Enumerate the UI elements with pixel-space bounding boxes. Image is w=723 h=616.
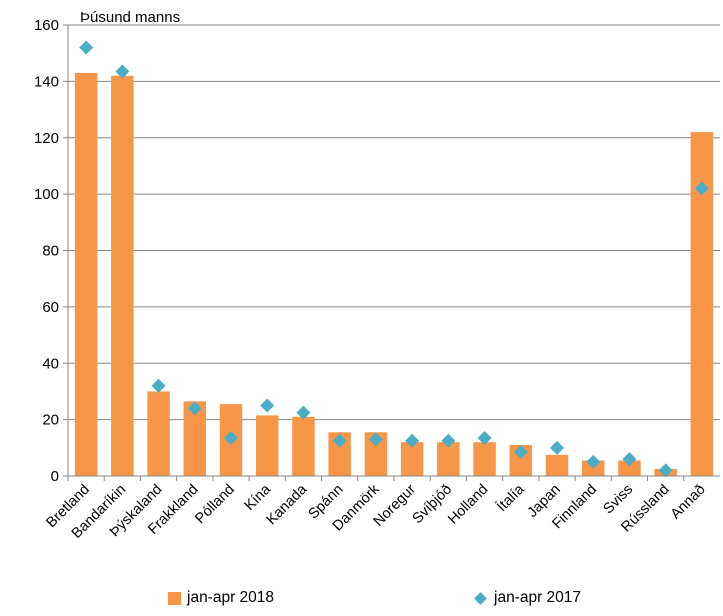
y-tick-label: 80: [42, 243, 59, 260]
bars-2018: [74, 72, 714, 477]
marker-point: [586, 454, 601, 469]
bar: [690, 132, 714, 477]
marker-point: [332, 433, 347, 448]
marker-point: [260, 398, 275, 413]
y-tick-label: 0: [51, 468, 59, 485]
marker-point: [368, 432, 383, 447]
x-category-label: Ítalía: [493, 480, 528, 515]
bar: [292, 416, 315, 476]
gridlines: [68, 24, 720, 421]
y-tick-label: 140: [34, 73, 59, 90]
legend-swatch-bar: [168, 591, 181, 605]
x-category-label: Annað: [668, 482, 709, 523]
y-tick-label: 160: [34, 17, 59, 34]
markers-2017: [79, 40, 709, 478]
marker-point: [513, 445, 528, 460]
bar: [437, 442, 460, 476]
bar: [618, 460, 641, 476]
bar: [328, 432, 351, 476]
bar: [183, 401, 207, 476]
marker-point: [622, 452, 637, 467]
marker-point: [694, 181, 709, 196]
marker-point: [224, 430, 238, 445]
legend-item-2017: jan-apr 2017: [474, 586, 581, 610]
x-category-label: Kanada: [264, 481, 311, 528]
bar: [74, 72, 98, 476]
bar: [400, 442, 424, 476]
bar-chart: 0 20 40 60 80 100 120 140 160 BretlandBandaríkin…: [34, 9, 720, 542]
bar: [545, 454, 569, 476]
x-category-label: Kína: [242, 481, 275, 514]
y-tick-label: 100: [34, 186, 59, 203]
bar: [255, 415, 279, 476]
x-category-labels: BretlandBandaríkinÞýskalandFrakklandPóll…: [43, 476, 709, 542]
y-tick-label: 120: [34, 130, 59, 147]
marker-point: [115, 64, 130, 79]
legend-label-2017: jan-apr 2017: [494, 589, 582, 606]
marker-point: [550, 440, 564, 455]
bar: [364, 432, 388, 476]
legend-label-2018: jan-apr 2018: [187, 589, 275, 606]
marker-point: [441, 433, 456, 448]
y-tick-label: 40: [42, 355, 59, 372]
y-tick-label: 60: [42, 299, 59, 316]
bar: [147, 391, 170, 476]
y-axis-unit-label: Þúsund manns: [80, 9, 180, 26]
legend-item-2018: jan-apr 2018: [168, 586, 274, 610]
legend-swatch-diamond: [474, 591, 487, 605]
marker-point: [296, 405, 311, 420]
marker-point: [405, 433, 420, 448]
x-category-label: Pólland: [192, 482, 238, 528]
bar: [473, 442, 496, 476]
marker-point: [151, 378, 166, 393]
marker-point: [79, 40, 94, 55]
marker-point: [187, 401, 202, 416]
y-tick-label: 20: [42, 412, 59, 429]
marker-point: [477, 430, 492, 445]
bar: [111, 75, 134, 477]
x-category-label: Holland: [445, 482, 491, 528]
marker-point: [658, 463, 673, 478]
y-tick-labels: 0 20 40 60 80 100 120 140 160: [34, 17, 68, 485]
